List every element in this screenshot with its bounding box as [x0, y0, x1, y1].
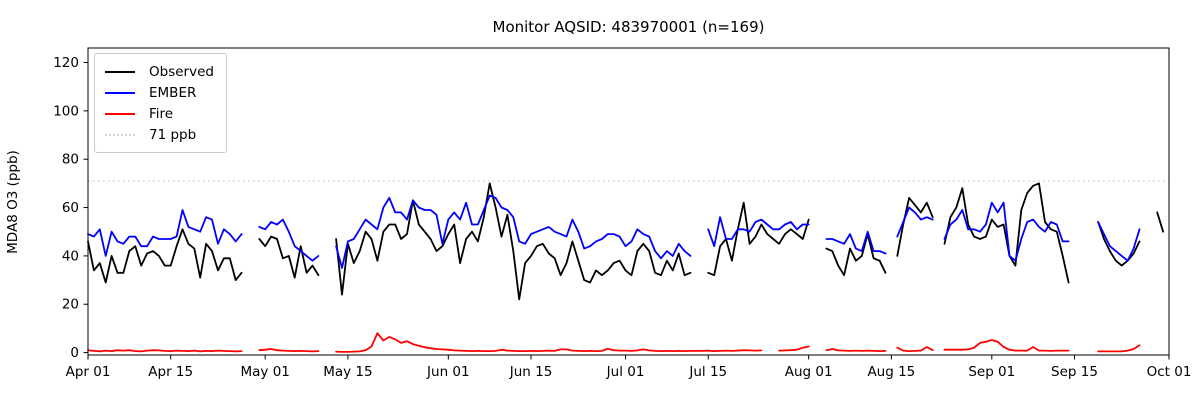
y-tick-label: 0 [70, 345, 79, 361]
legend-line-observed [105, 70, 135, 73]
legend-item-ember: EMBER [105, 82, 214, 103]
x-tick-label: Apr 15 [148, 364, 193, 380]
legend-line-threshold [105, 133, 135, 136]
x-tick-label: Aug 01 [785, 364, 833, 380]
legend-line-fire [105, 112, 135, 115]
legend-label-threshold: 71 ppb [149, 126, 197, 143]
x-tick-label: May 15 [323, 364, 372, 380]
legend-item-observed: Observed [105, 61, 214, 82]
y-tick-label: 120 [53, 55, 79, 71]
legend-label-fire: Fire [149, 105, 174, 122]
chart-title: Monitor AQSID: 483970001 (n=169) [492, 18, 765, 36]
legend-label-ember: EMBER [149, 84, 197, 101]
x-tick-label: Sep 15 [1051, 364, 1098, 380]
x-tick-label: Aug 15 [867, 364, 915, 380]
x-tick-label: Jul 15 [688, 364, 727, 380]
x-tick-label: Jul 01 [606, 364, 645, 380]
series-line-fire [87, 332, 1141, 353]
legend-label-observed: Observed [149, 63, 214, 80]
series-line-ember [87, 194, 1141, 269]
x-tick-label: Sep 01 [968, 364, 1015, 380]
y-tick-label: 20 [62, 297, 79, 313]
legend-item-fire: Fire [105, 103, 214, 124]
axes-box [87, 47, 1170, 356]
x-tick-label: Apr 01 [66, 364, 111, 380]
series-line-observed [87, 182, 1164, 301]
y-tick-label: 80 [62, 152, 79, 168]
x-tick-label: Oct 01 [1147, 364, 1192, 380]
legend-line-ember [105, 91, 135, 94]
x-tick-label: Jun 15 [509, 364, 553, 380]
x-tick-label: May 01 [241, 364, 290, 380]
y-tick-label: 40 [62, 248, 79, 264]
legend-item-threshold: 71 ppb [105, 124, 214, 145]
y-tick-label: 100 [53, 103, 79, 119]
y-tick-label: 60 [62, 200, 79, 216]
legend: Observed EMBER Fire 71 ppb [94, 53, 227, 153]
x-tick-label: Jun 01 [426, 364, 470, 380]
